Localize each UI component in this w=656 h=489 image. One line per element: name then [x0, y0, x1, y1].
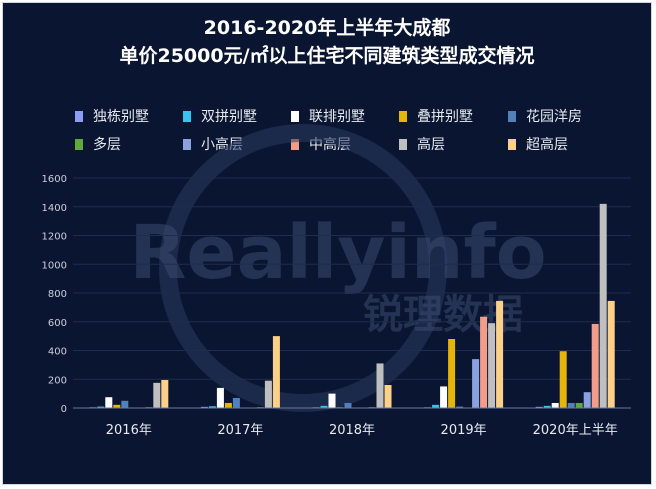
bar [448, 339, 456, 408]
bar [583, 392, 591, 408]
legend-label: 叠拼别墅 [417, 109, 473, 125]
bar [320, 405, 328, 408]
legend-swatch [399, 110, 407, 122]
bar [551, 402, 559, 408]
bar [607, 300, 615, 408]
y-tick-label: 1600 [42, 174, 67, 185]
bar [575, 402, 583, 408]
bar [440, 386, 448, 408]
bar [543, 405, 551, 408]
legend-label: 超高层 [526, 137, 568, 153]
bar [591, 323, 599, 408]
legend-label: 联排别墅 [309, 109, 365, 125]
x-tick-label: 2018年 [329, 423, 375, 438]
x-axis-ticks: 2016年 2017年 2018年 2019年 2020年上半年 [106, 423, 618, 438]
bar [216, 387, 224, 408]
y-tick-label: 1200 [42, 232, 67, 243]
bar [384, 385, 392, 408]
bar [161, 379, 169, 408]
bar [376, 363, 384, 408]
bar [496, 300, 504, 408]
legend-label: 独栋别墅 [93, 109, 149, 125]
x-tick-label: 2016年 [106, 423, 152, 438]
legend-item: 高层 [399, 134, 445, 154]
y-axis-ticks: 0 200 400 600 800 1000 1200 1400 1600 [42, 174, 67, 415]
bar [272, 336, 280, 408]
legend-item: 双拼别墅 [183, 106, 257, 126]
legend-swatch [508, 110, 516, 122]
bar [105, 397, 113, 408]
legend-swatch [75, 110, 83, 122]
bar [224, 402, 232, 408]
bar [488, 323, 496, 408]
bar [344, 402, 352, 408]
legend-item: 花园洋房 [508, 106, 582, 126]
bar [456, 406, 464, 408]
y-grid [73, 177, 631, 380]
y-tick-label: 400 [48, 347, 67, 358]
bar [535, 406, 543, 408]
bar [97, 406, 105, 408]
y-tick-label: 0 [61, 404, 67, 415]
legend-item: 独栋别墅 [75, 106, 149, 126]
x-tick-label: 2020年上半年 [533, 423, 618, 438]
legend-item: 联排别墅 [291, 106, 365, 126]
bar [328, 393, 336, 408]
bar [567, 402, 575, 408]
legend-label: 多层 [93, 137, 121, 153]
svg-text:Reallyinfo: Reallyinfo [129, 210, 546, 296]
chart-plot: Reallyinfo 锐理数据 020040060080010001200140… [42, 124, 631, 438]
legend-swatch [399, 138, 407, 150]
bar [232, 397, 240, 408]
legend-item: 多层 [75, 134, 121, 154]
legend-label: 双拼别墅 [201, 109, 257, 125]
y-tick-label: 800 [48, 289, 67, 300]
legend-swatch [291, 110, 299, 122]
bar [480, 316, 488, 408]
bar [113, 404, 121, 408]
x-tick-label: 2017年 [217, 423, 263, 438]
legend-swatch [183, 138, 191, 150]
bar [472, 359, 480, 408]
bar [432, 404, 440, 408]
legend-label: 高层 [417, 137, 445, 153]
legend-swatch [183, 110, 191, 122]
chart-title-line2: 单价25000元/㎡以上住宅不同建筑类型成交情况 [119, 45, 535, 67]
legend-swatch [508, 138, 516, 150]
bar [200, 406, 208, 408]
y-tick-label: 600 [48, 318, 67, 329]
bar [153, 382, 161, 408]
chart-frame: 2016-2020年上半年大成都 单价25000元/㎡以上住宅不同建筑类型成交情… [2, 2, 652, 485]
bar [559, 351, 567, 408]
bar [599, 203, 607, 408]
bars [89, 203, 615, 408]
bar [264, 380, 272, 408]
legend-swatch [75, 138, 83, 150]
legend-swatch [291, 138, 299, 150]
y-tick-label: 1000 [42, 260, 67, 271]
x-tick-label: 2019年 [441, 423, 487, 438]
chart-title-line1: 2016-2020年上半年大成都 [203, 17, 451, 39]
y-tick-label: 1400 [42, 203, 67, 214]
legend-item: 超高层 [508, 134, 568, 154]
y-tick-label: 200 [48, 375, 67, 386]
bar [208, 406, 216, 408]
legend-item: 叠拼别墅 [399, 106, 473, 126]
legend-label: 花园洋房 [526, 109, 582, 125]
bar [121, 400, 129, 408]
